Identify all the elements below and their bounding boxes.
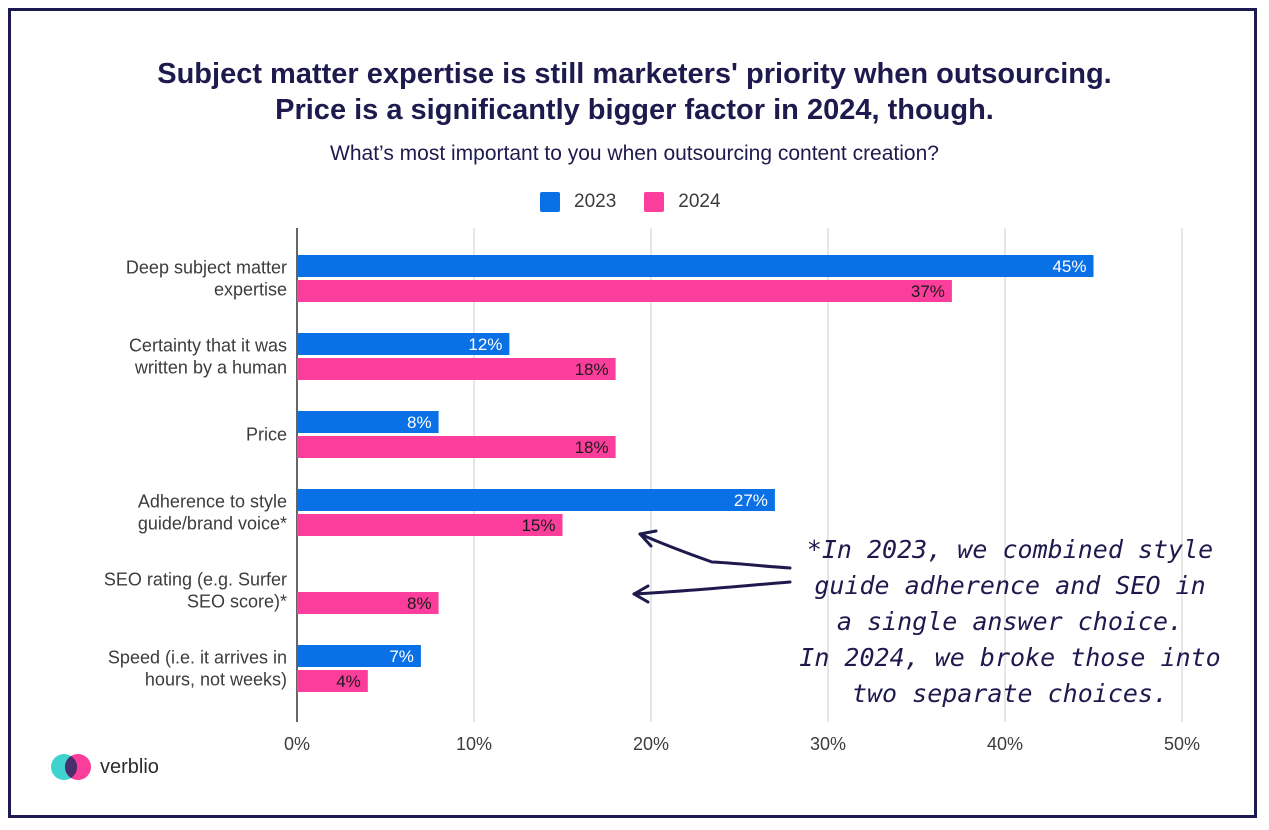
bar-value-label: 45% bbox=[1052, 257, 1086, 276]
grid-layer bbox=[296, 228, 1183, 722]
category-label: Speed (i.e. it arrives in bbox=[108, 648, 287, 668]
verblio-logo-icon bbox=[51, 754, 91, 780]
legend-swatch-2023 bbox=[540, 192, 560, 212]
bar-2024 bbox=[297, 514, 563, 536]
bar-value-label: 12% bbox=[468, 335, 502, 354]
bar-2024 bbox=[297, 436, 616, 458]
annotation-arrow-lower-head bbox=[632, 584, 650, 604]
annotation-line: *In 2023, we combined style bbox=[806, 535, 1214, 564]
bar-value-label: 18% bbox=[575, 438, 609, 457]
title-line-2: Price is a significantly bigger factor i… bbox=[275, 94, 994, 126]
category-label: written by a human bbox=[134, 358, 287, 378]
bar-2024 bbox=[297, 280, 952, 302]
bar-2023 bbox=[297, 489, 775, 511]
category-label: guide/brand voice* bbox=[138, 514, 287, 534]
x-tick-label: 30% bbox=[810, 734, 846, 754]
bar-value-label: 18% bbox=[575, 360, 609, 379]
bar-value-label: 8% bbox=[407, 594, 432, 613]
annotation-line: In 2024, we broke those into bbox=[799, 643, 1221, 672]
x-tick-label: 40% bbox=[987, 734, 1023, 754]
title-line-1: Subject matter expertise is still market… bbox=[157, 58, 1112, 90]
category-label: hours, not weeks) bbox=[145, 670, 287, 690]
legend-swatch-2024 bbox=[644, 192, 665, 212]
bar-value-label: 15% bbox=[521, 516, 555, 535]
brand-name: verblio bbox=[100, 755, 159, 778]
legend-label-2024: 2024 bbox=[678, 191, 721, 212]
legend-item-2023: 2023 bbox=[540, 191, 616, 213]
bar-2024 bbox=[297, 670, 368, 692]
annotation-line: a single answer choice. bbox=[836, 607, 1184, 636]
annotation-arrows bbox=[632, 529, 792, 604]
category-label: SEO score)* bbox=[187, 592, 287, 612]
bar-2023 bbox=[297, 333, 510, 355]
bar-value-label: 8% bbox=[407, 413, 432, 432]
chart-subtitle: What’s most important to you when outsou… bbox=[330, 142, 939, 165]
label-layer: 0% 10% 20% 30% 40% 50% 45% 37% Deep subject matt… bbox=[104, 257, 1200, 754]
bar-2024 bbox=[297, 592, 439, 614]
bar-value-label: 4% bbox=[336, 672, 361, 691]
category-label: Deep subject matter bbox=[126, 258, 287, 278]
x-tick-label: 20% bbox=[633, 734, 669, 754]
category-label: SEO rating (e.g. Surfer bbox=[104, 570, 287, 590]
annotation-line: two separate choices. bbox=[851, 679, 1169, 708]
annotation-line: guide adherence and SEO in bbox=[814, 571, 1206, 600]
x-tick-label: 0% bbox=[284, 734, 310, 754]
annotation-arrow-upper-head bbox=[638, 529, 658, 548]
annotation-arrow-upper bbox=[638, 532, 792, 570]
bar-layer bbox=[297, 255, 1094, 692]
x-tick-label: 50% bbox=[1164, 734, 1200, 754]
category-label: Price bbox=[246, 425, 287, 445]
category-label: expertise bbox=[214, 280, 287, 300]
legend-label-2023: 2023 bbox=[574, 191, 617, 212]
category-label: Adherence to style bbox=[138, 492, 287, 512]
bar-2023 bbox=[297, 411, 439, 433]
chart-legend: 2023 2024 bbox=[540, 190, 749, 214]
chart-title: Subject matter expertise is still market… bbox=[0, 56, 1269, 128]
brand-logo: verblio bbox=[50, 752, 159, 782]
annotation-arrow-lower bbox=[632, 580, 792, 596]
category-label: Certainty that it was bbox=[129, 336, 287, 356]
legend-item-2024: 2024 bbox=[644, 191, 721, 213]
bar-value-label: 27% bbox=[734, 491, 768, 510]
x-tick-label: 10% bbox=[456, 734, 492, 754]
chart-frame bbox=[8, 8, 1257, 818]
footnote-annotation: *In 2023, we combined style guide adhere… bbox=[790, 532, 1230, 712]
bar-2023 bbox=[297, 255, 1094, 277]
bar-2023 bbox=[297, 645, 421, 667]
bar-value-label: 7% bbox=[389, 647, 414, 666]
bar-value-label: 37% bbox=[911, 282, 945, 301]
bar-2024 bbox=[297, 358, 616, 380]
